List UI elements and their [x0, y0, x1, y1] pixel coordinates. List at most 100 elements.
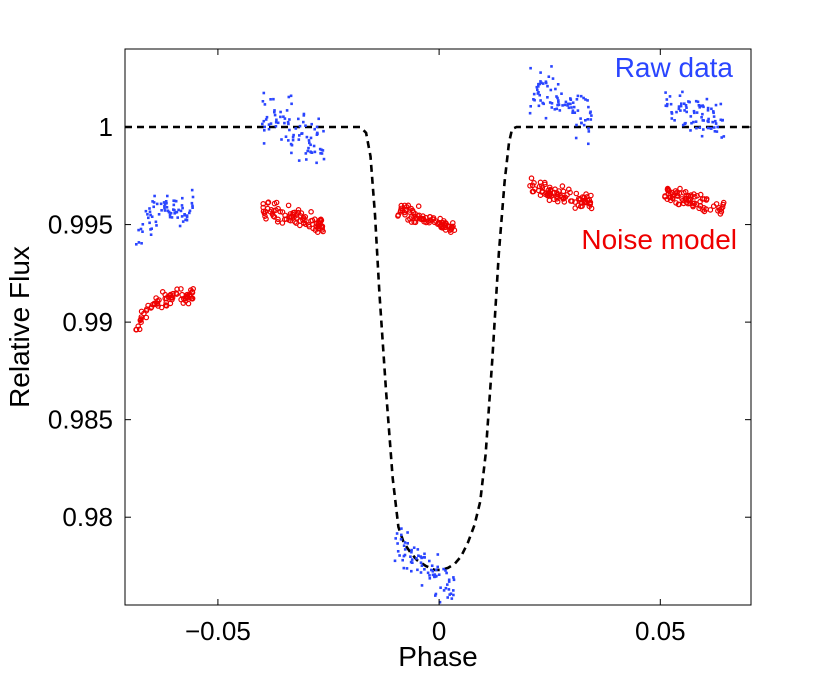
raw-data-point	[148, 221, 151, 225]
noise-model-point	[291, 209, 298, 216]
raw-data-point	[570, 106, 573, 109]
raw-data-point	[282, 115, 285, 118]
raw-data-point	[174, 199, 178, 203]
raw-data-point	[677, 107, 681, 111]
raw-data-point	[163, 204, 166, 208]
raw-data-point	[410, 569, 413, 573]
raw-data-point	[168, 215, 172, 219]
raw-data-point	[263, 129, 266, 132]
x-axis-title: Phase	[398, 641, 477, 672]
noise-model-point	[261, 210, 268, 217]
raw-data-point	[428, 574, 431, 577]
noise-model-point	[546, 197, 553, 204]
raw-data-point	[567, 106, 571, 110]
raw-data-point	[273, 113, 277, 117]
raw-data-point	[416, 548, 420, 551]
raw-data-point	[420, 584, 424, 587]
raw-data-point	[677, 105, 681, 108]
noise-model-point	[275, 205, 281, 212]
raw-data-point	[664, 104, 668, 107]
raw-data-point	[434, 568, 438, 572]
raw-data-point	[172, 203, 176, 207]
raw-data-point	[310, 122, 313, 126]
raw-data-point	[393, 559, 397, 563]
raw-data-point	[188, 211, 191, 215]
raw-data-point	[539, 80, 542, 83]
raw-data-point	[188, 209, 192, 213]
raw-data-point	[546, 84, 549, 88]
raw-data-point	[279, 110, 282, 114]
raw-data-point	[664, 91, 667, 94]
noise-model-point	[426, 214, 433, 220]
noise-model-point	[551, 189, 558, 196]
raw-data-point	[447, 580, 451, 583]
raw-data-point	[309, 150, 312, 153]
raw-data-point	[298, 134, 301, 137]
raw-data-point	[321, 149, 325, 152]
raw-data-point	[710, 127, 713, 130]
raw-data-point	[304, 124, 307, 127]
noise-model-point	[557, 192, 563, 199]
raw-data-point	[398, 554, 401, 557]
noise-model-point	[701, 196, 708, 202]
raw-data-point	[265, 115, 269, 119]
raw-data-point	[557, 100, 560, 104]
raw-data-point	[554, 87, 557, 91]
raw-data-point	[297, 117, 300, 121]
raw-data-point	[261, 100, 265, 103]
raw-data-point	[452, 593, 455, 597]
raw-data-point	[262, 119, 266, 123]
noise-model-point	[263, 216, 269, 222]
raw-data-point	[444, 586, 448, 590]
noise-model-point	[163, 299, 170, 306]
raw-data-point	[167, 210, 171, 214]
raw-data-point	[710, 107, 713, 111]
raw-data-point	[556, 103, 559, 107]
raw-data-point	[557, 99, 560, 102]
raw-data-point	[317, 117, 320, 121]
raw-data-point	[428, 559, 431, 563]
raw-data-point	[169, 211, 173, 215]
noise-model-point	[415, 203, 422, 210]
raw-data-point	[539, 99, 542, 102]
raw-data-point	[284, 135, 288, 138]
noise-model-point	[260, 204, 267, 211]
raw-data-point	[290, 151, 293, 155]
raw-data-point	[180, 204, 184, 207]
raw-data-point	[721, 118, 724, 122]
noise-model-point	[539, 185, 546, 191]
raw-data-point	[288, 118, 291, 121]
raw-data-point	[430, 564, 434, 567]
raw-data-point	[685, 110, 688, 114]
raw-data-point	[183, 213, 186, 216]
noise-model-point	[567, 189, 573, 196]
raw-data-point	[426, 571, 430, 575]
raw-data-point	[272, 97, 275, 101]
raw-data-point	[712, 110, 715, 113]
noise-model-point	[265, 199, 272, 206]
raw-data-point	[279, 115, 282, 119]
noise-model-point	[141, 310, 147, 317]
raw-data-point	[586, 99, 589, 102]
raw-data-point	[533, 98, 536, 102]
raw-data-point	[712, 126, 716, 129]
noise-model-point	[158, 304, 165, 311]
raw-data-point	[444, 569, 447, 572]
axes-box	[124, 48, 752, 606]
raw-data-point	[264, 118, 268, 121]
raw-data-point	[155, 224, 158, 227]
noise-model-point	[279, 209, 286, 215]
raw-data-point	[290, 102, 293, 106]
raw-data-point	[165, 201, 168, 205]
raw-data-point	[286, 120, 290, 124]
noise-model-point	[662, 193, 668, 199]
raw-data-point	[309, 143, 312, 147]
noise-model-point	[319, 227, 326, 233]
raw-data-point	[452, 589, 455, 592]
raw-data-point	[163, 206, 166, 210]
y-axis-ticks: 0.98 0.985 0.99 0.995 1	[48, 112, 751, 532]
raw-data-point	[679, 109, 682, 112]
noise-model-point	[410, 209, 417, 216]
noise-model-point	[528, 175, 535, 182]
raw-data-point	[580, 121, 583, 125]
